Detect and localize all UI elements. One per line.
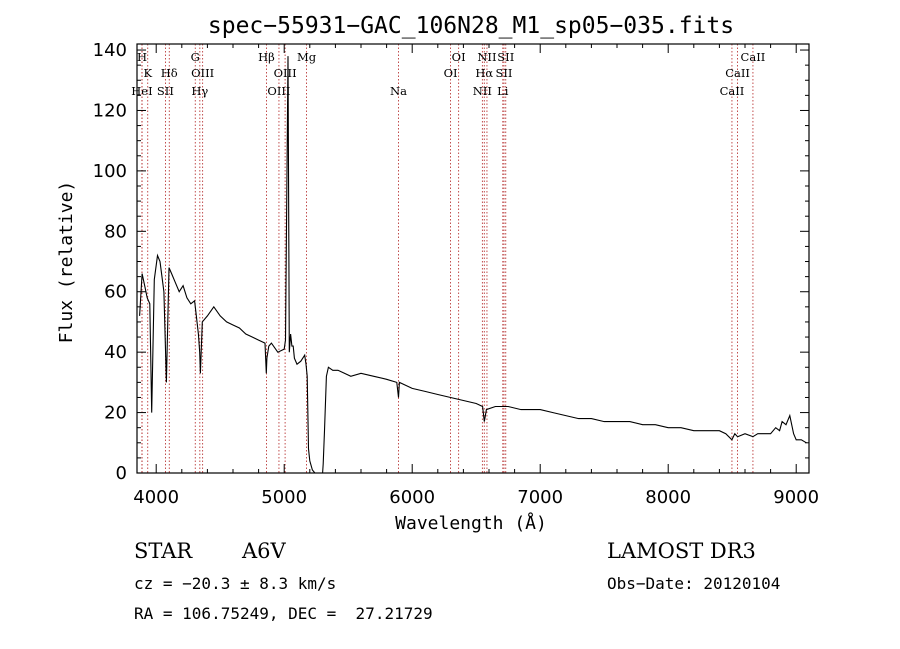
line-label-21: CaII [720, 84, 745, 98]
x-tick-label: 7000 [517, 487, 563, 508]
plot-frame [136, 43, 810, 474]
y-tick-label: 80 [104, 221, 127, 242]
line-label-1: K [143, 66, 152, 80]
x-tick-label: 5000 [261, 487, 307, 508]
y-tick-label: 120 [93, 100, 127, 121]
line-label-23: CaII [741, 50, 766, 64]
x-tick-label: 8000 [645, 487, 691, 508]
coordinates: RA = 106.75249, DEC = 27.21729 [134, 604, 433, 623]
y-tick-label: 60 [104, 282, 127, 303]
y-axis-label: Flux (relative) [56, 181, 77, 344]
x-tick-label: 4000 [133, 487, 179, 508]
spectral-subclass: A6V [242, 539, 286, 563]
chart-title: spec−55931−GAC_106N28_M1_sp05−035.fits [208, 13, 734, 39]
line-label-10: OIII [274, 66, 297, 80]
y-tick-label: 20 [104, 403, 127, 424]
y-axis-ticks: 0 20 40 60 80 100 120 140 [93, 40, 809, 484]
line-label-22: CaII [725, 66, 750, 80]
x-tick-label: 9000 [773, 487, 819, 508]
line-label-3: SII [157, 84, 174, 98]
line-label-16: Hα [475, 66, 493, 80]
line-label-2: HeI [131, 84, 152, 98]
line-label-20: Li [497, 84, 509, 98]
line-label-12: Na [390, 84, 407, 98]
x-tick-label: 6000 [389, 487, 435, 508]
line-label-13: OI [452, 50, 466, 64]
line-label-11: Mg [297, 50, 317, 64]
object-class: STAR [134, 539, 193, 563]
line-label-15: NII [473, 84, 492, 98]
line-label-4: Hδ [161, 66, 178, 80]
line-label-17: NII [477, 50, 496, 64]
obs-date: Obs−Date: 20120104 [607, 574, 781, 593]
x-axis-ticks: 4000 5000 6000 7000 8000 9000 [133, 44, 819, 508]
line-label-0: H [137, 50, 147, 64]
x-axis-label: Wavelength (Å) [395, 512, 547, 534]
survey-name: LAMOST DR3 [607, 539, 756, 563]
flux-series-line [139, 56, 807, 474]
y-tick-label: 40 [104, 342, 127, 363]
line-label-5: G [191, 50, 200, 64]
line-label-14: OI [444, 66, 458, 80]
y-tick-label: 0 [116, 463, 127, 484]
y-tick-label: 140 [93, 40, 127, 61]
line-label-9: OIII [267, 84, 290, 98]
line-label-8: Hβ [258, 50, 275, 64]
line-label-7: Hγ [191, 84, 208, 98]
line-label-19: SII [497, 50, 514, 64]
y-tick-label: 100 [93, 161, 127, 182]
line-label-6: OIII [191, 66, 214, 80]
redshift-readout: cz = −20.3 ± 8.3 km/s [134, 574, 337, 593]
line-label-18: SII [495, 66, 512, 80]
spectral-line-markers [141, 44, 754, 473]
